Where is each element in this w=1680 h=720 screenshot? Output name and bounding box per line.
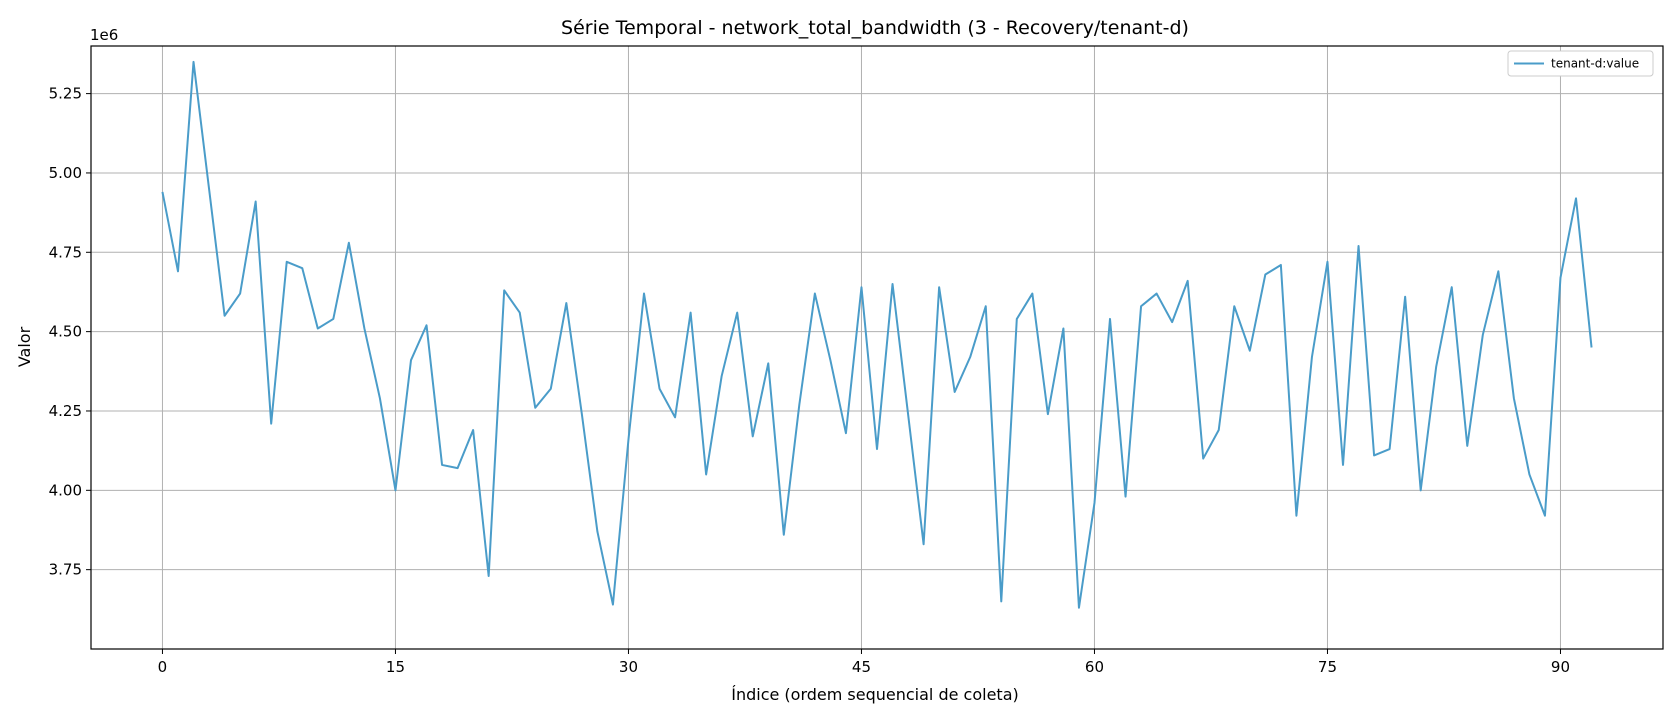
legend: tenant-d:value (1507, 50, 1654, 77)
series-line-tenant-d-value (161, 60, 1593, 609)
legend-box (1507, 50, 1654, 77)
x-tick-label: 30 (619, 658, 638, 676)
y-tick-label: 4.25 (49, 402, 82, 420)
series-layer (161, 60, 1593, 609)
x-tick-label: 0 (158, 658, 168, 676)
y-axis-label: Valor (15, 326, 34, 367)
y-axis-offset-label: 1e6 (90, 26, 118, 44)
x-tick-label: 15 (386, 658, 405, 676)
legend-label: tenant-d:value (1551, 57, 1639, 71)
y-axis-ticks: 3.75 4.00 4.25 4.50 4.75 5.00 5.25 (49, 85, 91, 579)
x-axis-ticks: 0 15 30 45 60 75 90 (158, 649, 1570, 676)
grid (91, 46, 1663, 649)
chart-title: Série Temporal - network_total_bandwidth… (561, 17, 1189, 39)
x-tick-label: 75 (1318, 658, 1337, 676)
x-tick-label: 60 (1085, 658, 1104, 676)
y-tick-label: 4.50 (49, 323, 82, 341)
y-tick-label: 5.25 (49, 85, 82, 103)
x-tick-label: 45 (852, 658, 871, 676)
y-tick-label: 4.75 (49, 243, 82, 261)
y-tick-label: 3.75 (49, 561, 82, 579)
x-tick-label: 90 (1551, 658, 1570, 676)
plot-area-frame (90, 45, 1664, 650)
y-tick-label: 5.00 (49, 164, 82, 182)
y-tick-label: 4.00 (49, 481, 82, 499)
x-axis-label: Índice (ordem sequencial de coleta) (731, 685, 1019, 704)
